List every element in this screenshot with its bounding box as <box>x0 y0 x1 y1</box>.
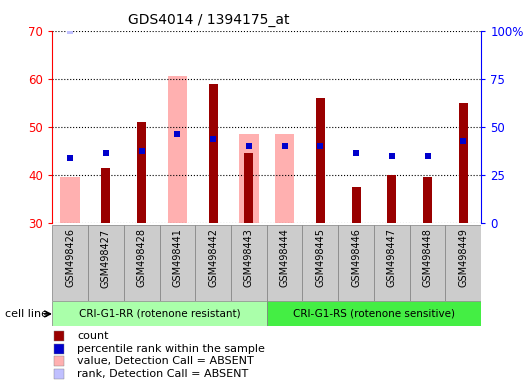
Bar <box>423 177 432 223</box>
Text: GSM498449: GSM498449 <box>458 228 468 287</box>
Text: percentile rank within the sample: percentile rank within the sample <box>77 344 265 354</box>
Bar <box>351 187 360 223</box>
Bar <box>137 122 146 223</box>
Text: GSM498444: GSM498444 <box>280 228 290 287</box>
Text: GSM498445: GSM498445 <box>315 228 325 288</box>
Bar <box>60 177 80 223</box>
Bar <box>52 225 88 301</box>
Text: GSM498426: GSM498426 <box>65 228 75 288</box>
Bar <box>302 225 338 301</box>
Text: GSM498446: GSM498446 <box>351 228 361 287</box>
Bar <box>275 134 294 223</box>
Text: CRI-G1-RR (rotenone resistant): CRI-G1-RR (rotenone resistant) <box>78 309 241 319</box>
Bar <box>244 153 253 223</box>
Text: GSM498443: GSM498443 <box>244 228 254 287</box>
Bar <box>231 225 267 301</box>
Text: GSM498448: GSM498448 <box>423 228 433 287</box>
Text: rank, Detection Call = ABSENT: rank, Detection Call = ABSENT <box>77 369 248 379</box>
Text: count: count <box>77 331 108 341</box>
Bar <box>459 103 468 223</box>
Bar <box>160 225 195 301</box>
Text: GSM498428: GSM498428 <box>137 228 146 288</box>
Text: GSM498447: GSM498447 <box>387 228 397 288</box>
Text: value, Detection Call = ABSENT: value, Detection Call = ABSENT <box>77 356 254 366</box>
Bar <box>124 225 160 301</box>
Bar <box>316 98 325 223</box>
Bar <box>267 225 302 301</box>
Bar <box>410 225 446 301</box>
Bar <box>267 301 481 326</box>
Bar <box>239 134 259 223</box>
Bar <box>167 76 187 223</box>
Bar <box>374 225 410 301</box>
Text: GSM498442: GSM498442 <box>208 228 218 288</box>
Bar <box>52 301 267 326</box>
Text: cell line: cell line <box>5 309 48 319</box>
Bar <box>195 225 231 301</box>
Bar <box>388 175 396 223</box>
Bar <box>101 167 110 223</box>
Bar <box>446 225 481 301</box>
Bar <box>88 225 124 301</box>
Text: GSM498441: GSM498441 <box>173 228 183 287</box>
Bar <box>338 225 374 301</box>
Bar <box>209 84 218 223</box>
Text: GDS4014 / 1394175_at: GDS4014 / 1394175_at <box>129 13 290 27</box>
Text: CRI-G1-RS (rotenone sensitive): CRI-G1-RS (rotenone sensitive) <box>293 309 455 319</box>
Text: GSM498427: GSM498427 <box>101 228 111 288</box>
